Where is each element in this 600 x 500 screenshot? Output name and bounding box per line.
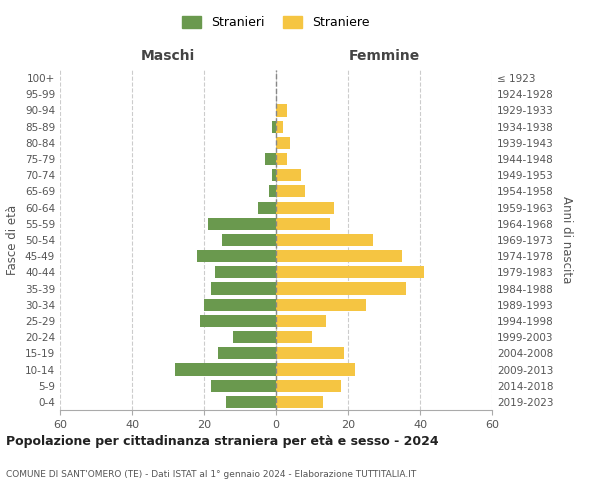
Bar	[208, 218, 276, 230]
Text: COMUNE DI SANT'OMERO (TE) - Dati ISTAT al 1° gennaio 2024 - Elaborazione TUTTITA: COMUNE DI SANT'OMERO (TE) - Dati ISTAT a…	[6, 470, 416, 479]
Bar	[211, 282, 276, 294]
Text: Maschi: Maschi	[141, 48, 195, 62]
Bar	[276, 315, 326, 327]
Y-axis label: Anni di nascita: Anni di nascita	[560, 196, 573, 284]
Text: Femmine: Femmine	[349, 48, 419, 62]
Bar	[276, 396, 323, 408]
Bar	[226, 396, 276, 408]
Bar	[233, 331, 276, 343]
Bar	[276, 218, 330, 230]
Bar	[276, 282, 406, 294]
Bar	[265, 153, 276, 165]
Legend: Stranieri, Straniere: Stranieri, Straniere	[178, 11, 374, 34]
Bar	[211, 380, 276, 392]
Bar	[276, 169, 301, 181]
Bar	[276, 348, 344, 360]
Bar	[269, 186, 276, 198]
Bar	[272, 169, 276, 181]
Y-axis label: Fasce di età: Fasce di età	[7, 205, 19, 275]
Bar	[276, 364, 355, 376]
Bar	[215, 266, 276, 278]
Bar	[197, 250, 276, 262]
Bar	[276, 331, 312, 343]
Bar	[218, 348, 276, 360]
Bar	[204, 298, 276, 311]
Bar	[276, 153, 287, 165]
Bar	[276, 234, 373, 246]
Bar	[200, 315, 276, 327]
Bar	[276, 120, 283, 132]
Bar	[276, 250, 402, 262]
Bar	[276, 298, 366, 311]
Bar	[175, 364, 276, 376]
Bar	[276, 380, 341, 392]
Bar	[258, 202, 276, 213]
Bar	[276, 266, 424, 278]
Bar	[222, 234, 276, 246]
Bar	[276, 104, 287, 117]
Text: Popolazione per cittadinanza straniera per età e sesso - 2024: Popolazione per cittadinanza straniera p…	[6, 435, 439, 448]
Bar	[276, 202, 334, 213]
Bar	[272, 120, 276, 132]
Bar	[276, 137, 290, 149]
Bar	[276, 186, 305, 198]
